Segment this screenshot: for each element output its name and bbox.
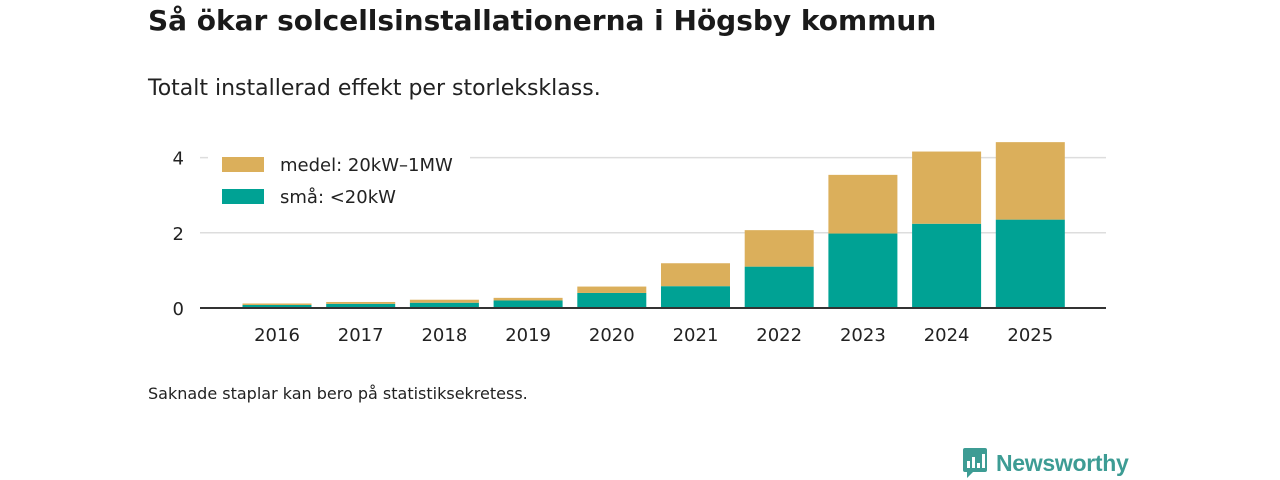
bar-sma-2019	[493, 300, 563, 308]
bar-medel-2023	[828, 174, 898, 234]
bars	[242, 142, 1065, 308]
y-axis-ticks: 0 2 4	[173, 149, 184, 320]
bar-sma-2023	[828, 233, 898, 308]
chart-title: Så ökar solcellsinstallationerna i Högsb…	[148, 4, 937, 37]
x-tick-label: 2018	[421, 325, 467, 346]
y-tick-label: 0	[173, 299, 184, 320]
x-tick-label: 2025	[1007, 325, 1053, 346]
stacked-bar-chart: 0 2 4 2016 2017 2018 2019 2020 2021 2022 2023 2024…	[173, 142, 1106, 346]
bar-medel-2024	[912, 151, 982, 224]
x-tick-label: 2024	[924, 325, 970, 346]
x-axis-ticks: 2016 2017 2018 2019 2020 2021 2022 2023 2024 2025	[254, 325, 1053, 346]
chart-subtitle: Totalt installerad effekt per storlekskl…	[148, 76, 601, 101]
bar-sma-2020	[577, 292, 647, 308]
bar-medel-2025	[995, 142, 1065, 220]
footnote: Saknade staplar kan bero på statistiksek…	[148, 384, 528, 403]
bar-sma-2016	[242, 304, 312, 308]
legend: medel: 20kW–1MW små: <20kW	[208, 150, 470, 212]
x-tick-label: 2023	[840, 325, 886, 346]
newsworthy-icon	[963, 448, 987, 478]
y-tick-label: 2	[173, 224, 184, 245]
brand-name: Newsworthy	[996, 449, 1129, 476]
x-tick-label: 2016	[254, 325, 300, 346]
x-tick-label: 2021	[673, 325, 719, 346]
x-tick-label: 2022	[756, 325, 802, 346]
legend-label: små: <20kW	[280, 187, 396, 208]
x-tick-label: 2020	[589, 325, 635, 346]
bar-medel-2016	[242, 303, 312, 305]
bar-sma-2024	[912, 223, 982, 308]
bar-sma-2022	[744, 266, 814, 308]
bar-medel-2021	[661, 263, 730, 287]
legend-swatch	[222, 189, 264, 204]
legend-swatch	[222, 157, 264, 172]
y-tick-label: 4	[173, 149, 184, 170]
bar-medel-2019	[493, 297, 563, 301]
x-tick-label: 2017	[338, 325, 384, 346]
bar-sma-2021	[661, 286, 730, 308]
x-tick-label: 2019	[505, 325, 551, 346]
bar-sma-2018	[409, 302, 479, 308]
legend-label: medel: 20kW–1MW	[280, 155, 453, 176]
bar-sma-2017	[326, 303, 396, 308]
bar-medel-2018	[409, 299, 479, 303]
bar-medel-2017	[326, 301, 396, 304]
bar-medel-2022	[744, 230, 814, 267]
bar-medel-2020	[577, 286, 647, 293]
newsworthy-logo: Newsworthy	[962, 446, 1129, 480]
bar-sma-2025	[995, 219, 1065, 308]
